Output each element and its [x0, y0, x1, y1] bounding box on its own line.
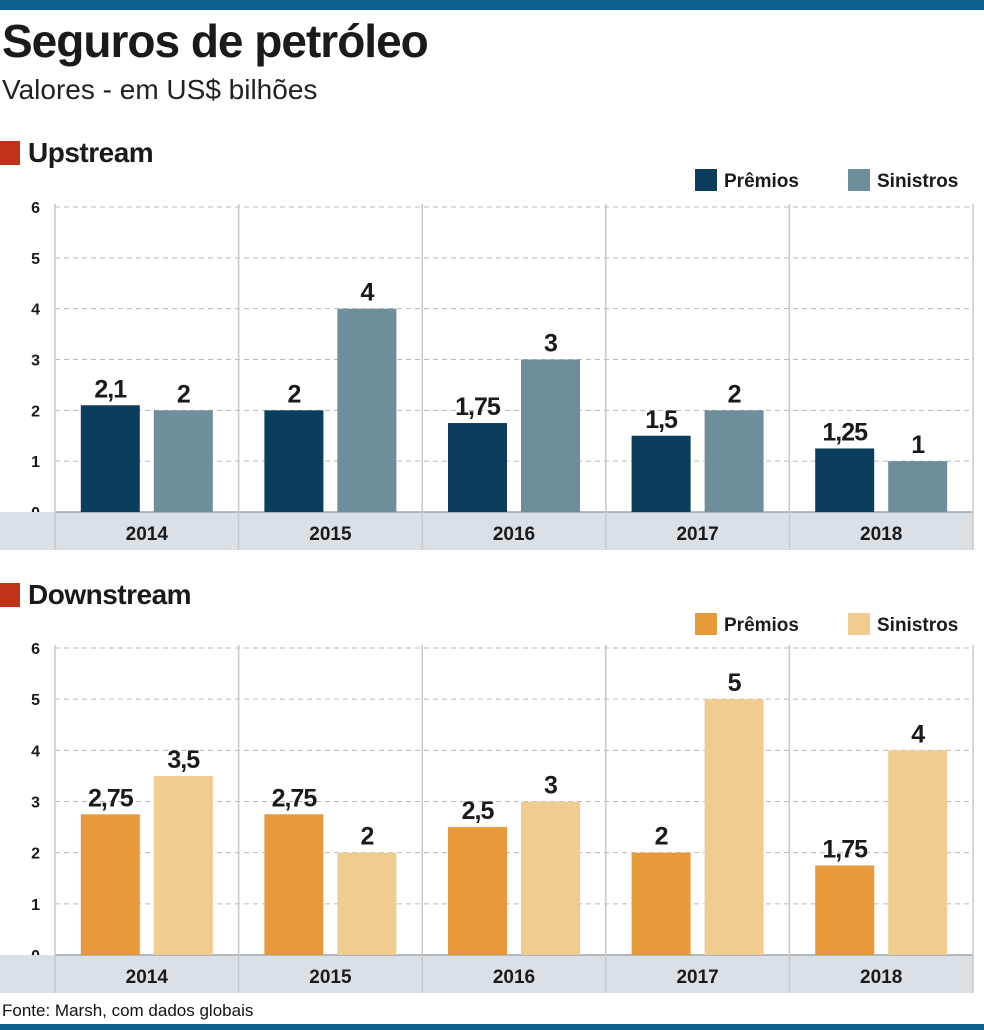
- x-tick-label: 2016: [493, 967, 535, 988]
- bar: [264, 814, 324, 955]
- legend-label: Prêmios: [724, 171, 799, 192]
- page-title: Seguros de petróleo: [2, 15, 429, 67]
- legend-label: Prêmios: [724, 615, 799, 636]
- data-label: 3: [544, 330, 557, 358]
- data-label: 4: [911, 720, 925, 748]
- bar: [521, 801, 580, 955]
- x-tick-label: 2017: [676, 524, 718, 545]
- source-note: Fonte: Marsh, com dados globais: [2, 1001, 254, 1020]
- y-tick-label: 3: [31, 795, 40, 812]
- x-tick-label: 2014: [126, 524, 169, 545]
- x-tick-label: 2018: [860, 967, 902, 988]
- section-title-downstream: Downstream: [28, 579, 192, 610]
- bar: [153, 775, 213, 955]
- x-tick-label: 2018: [860, 524, 902, 545]
- data-label: 3: [544, 772, 557, 800]
- data-label: 2,1: [94, 375, 127, 403]
- data-label: 2,75: [272, 784, 318, 812]
- bar: [264, 410, 324, 512]
- bar: [888, 750, 948, 955]
- legend-swatch: [695, 169, 717, 191]
- section-marker: [0, 141, 20, 165]
- y-tick-label: 3: [31, 353, 40, 370]
- data-label: 1,75: [455, 393, 501, 421]
- x-tick-label: 2015: [309, 524, 352, 545]
- top-accent-bar: [0, 0, 984, 10]
- downstream-chart: 012345620142,753,520152,75220162,5320172…: [0, 613, 974, 993]
- bottom-accent-bar: [0, 1024, 984, 1030]
- legend-label: Sinistros: [877, 171, 958, 192]
- legend-label: Sinistros: [877, 615, 958, 636]
- data-label: 2,75: [88, 784, 134, 812]
- y-tick-label: 5: [31, 251, 40, 268]
- data-label: 4: [360, 279, 374, 307]
- bar: [888, 461, 948, 512]
- data-label: 2,5: [462, 797, 495, 825]
- x-axis-band: [0, 512, 973, 550]
- bar: [521, 359, 580, 512]
- bar: [337, 852, 397, 955]
- data-label: 2: [655, 823, 668, 851]
- bar: [704, 699, 764, 955]
- legend-swatch: [848, 613, 870, 635]
- data-label: 5: [728, 669, 742, 697]
- bar: [815, 448, 875, 512]
- section-title-upstream: Upstream: [28, 137, 154, 168]
- x-tick-label: 2016: [493, 524, 535, 545]
- x-tick-label: 2015: [309, 967, 352, 988]
- section-header-downstream: Downstream: [0, 579, 192, 610]
- y-tick-label: 2: [31, 403, 40, 420]
- bar: [153, 410, 213, 512]
- section-marker: [0, 583, 20, 607]
- data-label: 2: [287, 380, 300, 408]
- bar: [631, 435, 691, 512]
- data-label: 1,25: [822, 418, 868, 446]
- y-tick-label: 2: [31, 846, 40, 863]
- section-header-upstream: Upstream: [0, 137, 154, 168]
- data-label: 3,5: [167, 746, 200, 774]
- bar: [448, 827, 507, 955]
- bar: [815, 865, 875, 955]
- bar: [80, 405, 140, 512]
- y-tick-label: 1: [31, 897, 40, 914]
- y-tick-label: 4: [31, 743, 40, 760]
- y-tick-label: 1: [31, 454, 40, 471]
- x-tick-label: 2014: [126, 967, 169, 988]
- legend-swatch: [848, 169, 870, 191]
- bar: [704, 410, 764, 512]
- bar: [448, 423, 507, 512]
- y-tick-label: 6: [31, 641, 40, 658]
- bar: [337, 308, 397, 512]
- data-label: 1,5: [645, 406, 678, 434]
- bar: [631, 852, 691, 955]
- legend-swatch: [695, 613, 717, 635]
- data-label: 2: [360, 823, 373, 851]
- y-tick-label: 6: [31, 200, 40, 217]
- y-tick-label: 4: [31, 302, 40, 319]
- page-subtitle: Valores - em US$ bilhões: [2, 74, 318, 105]
- data-label: 1,75: [822, 835, 868, 863]
- data-label: 2: [177, 380, 190, 408]
- data-label: 1: [911, 431, 925, 459]
- y-tick-label: 5: [31, 692, 40, 709]
- x-tick-label: 2017: [676, 967, 718, 988]
- upstream-chart: 012345620142,1220152420161,75320171,5220…: [0, 169, 974, 550]
- x-axis-band: [0, 955, 973, 993]
- data-label: 2: [728, 380, 741, 408]
- bar: [80, 814, 140, 955]
